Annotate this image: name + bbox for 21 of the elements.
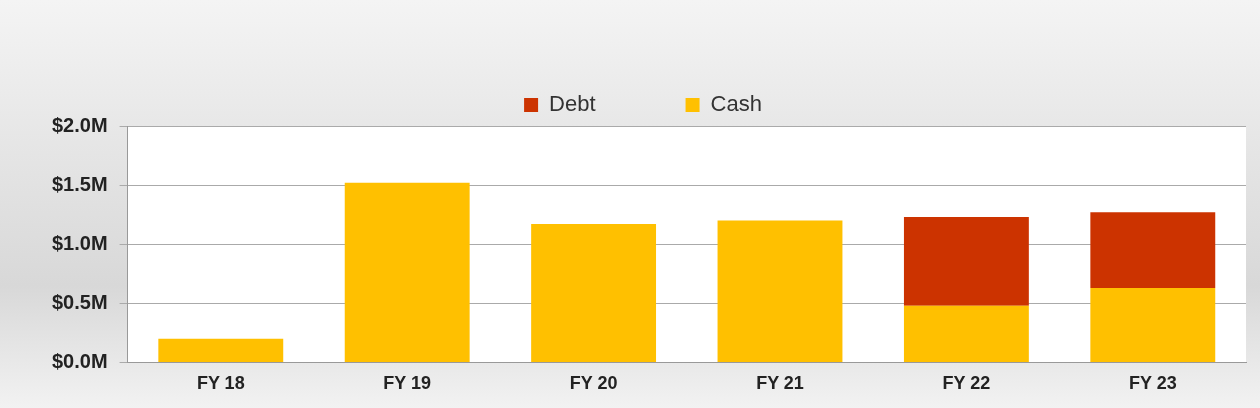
bar <box>531 224 657 362</box>
legend-label: Cash <box>710 91 762 117</box>
x-tick-label: FY 19 <box>383 373 432 394</box>
y-tick-label: $1.5M <box>51 172 108 195</box>
y-tick-label: $2.0M <box>51 113 108 136</box>
bar <box>1090 287 1216 362</box>
x-tick-label: FY 23 <box>1128 373 1177 394</box>
x-tick-label: FY 20 <box>569 373 618 394</box>
legend-label: Debt <box>549 91 596 117</box>
bar <box>717 220 843 362</box>
bar <box>1090 212 1216 288</box>
bar <box>344 182 470 362</box>
x-tick-label: FY 18 <box>196 373 245 394</box>
x-tick-label: FY 21 <box>756 373 804 394</box>
x-tick-label: FY 22 <box>942 373 991 394</box>
bar <box>903 305 1029 362</box>
y-tick-label: $0.0M <box>51 349 108 372</box>
y-tick-label: $1.0M <box>51 231 108 254</box>
bar <box>158 338 284 362</box>
y-tick-label: $0.5M <box>51 290 108 313</box>
bar <box>903 217 1029 306</box>
